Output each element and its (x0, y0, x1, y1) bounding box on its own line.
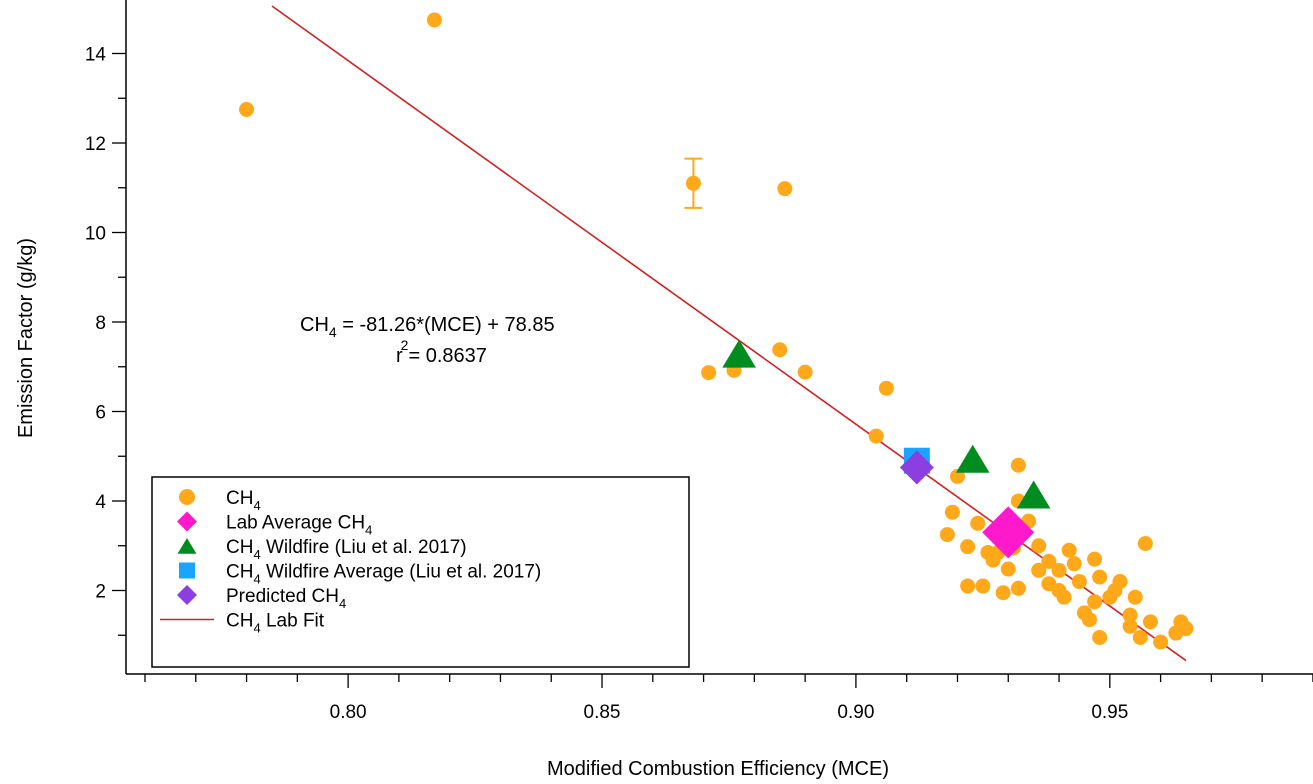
predicted-series (899, 450, 934, 485)
ch4-point (1122, 607, 1138, 623)
wildfire-point (1016, 480, 1051, 509)
wildfire-point (955, 444, 990, 473)
ch4-point (944, 504, 960, 520)
ch4-point (995, 585, 1011, 601)
legend-marker-lab_avg (177, 511, 197, 532)
x-tick-label: 0.90 (837, 702, 874, 723)
ch4-point (1061, 542, 1077, 558)
y-tick-label: 8 (95, 313, 106, 334)
ch4-point (1087, 551, 1103, 567)
ch4-point (1178, 621, 1194, 637)
ch4-point (1010, 457, 1026, 473)
ch4-point (426, 12, 442, 28)
ch4-point (1082, 612, 1098, 628)
legend-label-wildfire_avg: CH4 Wildfire Average (Liu et al. 2017) (226, 562, 541, 587)
ch4-point (975, 578, 991, 594)
ch4-point (1041, 553, 1057, 569)
ch4-point (701, 365, 717, 381)
x-tick-label: 0.80 (330, 702, 367, 723)
legend-marker-wildfire_avg (179, 562, 195, 579)
ch4-point (239, 101, 255, 117)
legend-label-wildfire: CH4 Wildfire (Liu et al. 2017) (226, 537, 467, 562)
ch4-point (1066, 556, 1082, 572)
ch4-point (685, 175, 701, 191)
ch4-point (970, 515, 986, 531)
lab-average-series (982, 506, 1035, 559)
legend-label-ch4: CH4 (226, 488, 261, 513)
wildfire-series (722, 339, 1051, 509)
ch4-point (1153, 634, 1169, 650)
fit-equation-annotation: CH4 = -81.26*(MCE) + 78.85 r2= 0.8637 (300, 314, 555, 367)
lab-average-point (982, 506, 1035, 559)
ch4-point (1132, 629, 1148, 645)
ch4-point (1142, 614, 1158, 630)
x-tick-label: 0.95 (1091, 702, 1128, 723)
ch4-point (868, 428, 884, 444)
equation-text: CH4 = -81.26*(MCE) + 78.85 (300, 314, 555, 340)
ch4-point (772, 342, 788, 358)
ch4-point (797, 364, 813, 380)
fit-line (271, 5, 1187, 662)
ch4-point (960, 539, 976, 555)
ch4-point (1137, 536, 1153, 552)
y-axis-title: Emission Factor (g/kg) (15, 238, 37, 438)
y-tick-label: 12 (85, 134, 106, 155)
y-tick-label: 6 (95, 403, 106, 424)
ch4-point (1112, 574, 1128, 590)
legend-label-lab_avg: Lab Average CH4 (226, 513, 372, 538)
legend-box (151, 476, 690, 668)
legend-label-predicted: Predicted CH4 (226, 586, 346, 611)
ch4-point (1087, 594, 1103, 610)
r-squared-text: r2= 0.8637 (396, 337, 487, 367)
ch4-point (878, 380, 894, 396)
fit-layer (271, 5, 1187, 662)
y-tick-label: 4 (95, 492, 106, 513)
ch4-point (1092, 569, 1108, 585)
axes: 0.80 0.85 0.90 0.95 2 4 6 8 10 12 14 (85, 0, 1313, 723)
legend-marker-predicted (177, 585, 197, 605)
ch4-point (1092, 629, 1108, 645)
x-axis-title: Modified Combustion Efficiency (MCE) (547, 758, 889, 780)
y-tick-label: 2 (95, 582, 106, 603)
ch4-point (1127, 589, 1143, 605)
ch4-point (939, 527, 955, 543)
legend-marker-ch4 (179, 489, 195, 505)
y-tick-label: 10 (85, 224, 106, 245)
legend-label-fit: CH4 Lab Fit (226, 611, 325, 636)
ch4-point (960, 578, 976, 594)
ch4-point (1122, 618, 1138, 634)
y-tick-label: 14 (85, 45, 107, 66)
ch4-point (1056, 589, 1072, 605)
ch4-point (1031, 562, 1047, 578)
ch4-point (1010, 580, 1026, 596)
x-tick-label: 0.85 (584, 702, 621, 723)
ch4-point (777, 181, 793, 197)
predicted-point (899, 450, 934, 485)
ch4-point (1071, 574, 1087, 590)
legend-marker-wildfire (177, 538, 197, 554)
wildfire-point (722, 339, 756, 368)
ch4-point (1051, 562, 1067, 578)
ch4-point (1031, 538, 1047, 554)
ch4-series (239, 12, 1194, 650)
ch4-point (1000, 561, 1016, 577)
